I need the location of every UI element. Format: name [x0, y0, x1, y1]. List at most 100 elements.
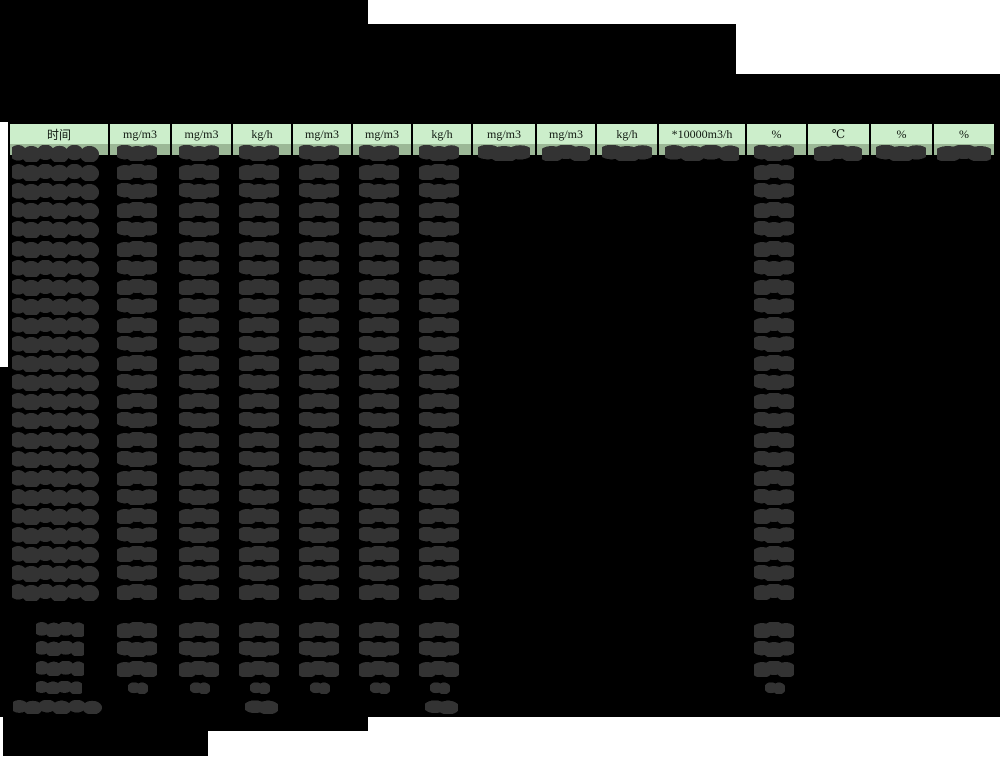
- redacted-cell-value: [753, 507, 794, 524]
- redacted-cell-value: [419, 660, 459, 677]
- redacted-cell-value: [542, 145, 590, 161]
- redacted-cell-value: [299, 202, 339, 219]
- redacted-cell-value: [239, 336, 279, 352]
- redacted-cell-value: [117, 278, 157, 295]
- col-header-unit-7: mg/m3: [473, 124, 537, 144]
- redacted-cell-value: [419, 546, 459, 563]
- col-header-unit-14: %: [934, 124, 994, 144]
- redacted-cell-value: [178, 622, 219, 638]
- redacted-cell-value: [178, 316, 219, 333]
- redacted-cell-value: [753, 240, 794, 257]
- redacted-cell-value: [359, 622, 399, 638]
- redacted-cell-value: [359, 488, 399, 505]
- redacted-timestamp: [12, 450, 100, 468]
- redacted-cell-value: [753, 316, 794, 333]
- redacted-cell-value: [753, 622, 794, 638]
- redacted-cell-value: [419, 221, 459, 238]
- redacted-summary-label: [36, 622, 84, 637]
- redacted-cell-value: [419, 336, 459, 352]
- redacted-cell-value: [117, 221, 157, 238]
- redacted-cell-value: [128, 682, 148, 694]
- redacted-timestamp: [12, 336, 100, 353]
- redacted-cell-value: [239, 259, 279, 276]
- redacted-cell-value: [178, 527, 219, 543]
- redacted-cell-value: [239, 145, 279, 161]
- redacted-cell-value: [937, 145, 991, 161]
- redacted-cell-value: [178, 488, 219, 505]
- redacted-cell-value: [419, 374, 459, 391]
- redacted-cell-value: [239, 240, 279, 257]
- redacted-timestamp: [12, 412, 100, 430]
- redacted-cell-value: [239, 374, 279, 391]
- redacted-cell-value: [239, 183, 279, 200]
- redacted-cell-value: [359, 565, 399, 582]
- redacted-cell-value: [117, 259, 157, 276]
- redacted-cell-value: [359, 164, 399, 181]
- redacted-cell-value: [419, 431, 459, 448]
- redacted-cell-value: [299, 641, 339, 658]
- redacted-cell-value: [419, 622, 459, 638]
- redacted-summary-label: [36, 641, 84, 657]
- redacted-cell-value: [753, 660, 794, 677]
- redacted-cell-value: [239, 622, 279, 638]
- col-header-unit-11: %: [747, 124, 808, 144]
- redacted-cell-value: [117, 565, 157, 582]
- redacted-timestamp: [12, 584, 100, 602]
- redacted-cell-value: [239, 488, 279, 505]
- redacted-timestamp: [12, 164, 100, 182]
- redacted-cell-value: [117, 355, 157, 372]
- redacted-cell-value: [419, 565, 459, 582]
- redacted-cell-value: [753, 412, 794, 429]
- redacted-cell-value: [764, 682, 785, 694]
- redaction-block-bottom-narrow: [3, 731, 208, 756]
- redacted-cell-value: [359, 336, 399, 352]
- redacted-cell-value: [359, 297, 399, 314]
- col-header-unit-1: mg/m3: [110, 124, 172, 144]
- redacted-cell-value: [419, 145, 459, 161]
- redacted-cell-value: [419, 164, 459, 181]
- redacted-cell-value: [419, 202, 459, 219]
- redacted-cell-value: [299, 450, 339, 467]
- redacted-cell-value: [753, 164, 794, 181]
- redacted-cell-value: [419, 412, 459, 429]
- redacted-cell-value: [876, 145, 926, 161]
- redacted-cell-value: [753, 355, 794, 372]
- redacted-cell-value: [753, 278, 794, 295]
- redacted-cell-value: [178, 374, 219, 391]
- redacted-cell-value: [117, 622, 157, 638]
- redacted-cell-value: [753, 297, 794, 314]
- redacted-cell-value: [239, 393, 279, 410]
- redacted-cell-value: [359, 431, 399, 448]
- redacted-cell-value: [753, 259, 794, 276]
- redacted-timestamp: [12, 431, 100, 449]
- redacted-cell-value: [239, 221, 279, 238]
- unit-header-row: 时间 mg/m3 mg/m3 kg/h mg/m3 mg/m3 kg/h mg/…: [10, 124, 994, 144]
- col-header-time: 时间: [10, 124, 110, 144]
- redacted-cell-value: [117, 584, 157, 601]
- redacted-cell-value: [178, 297, 219, 314]
- redacted-cell-value: [299, 488, 339, 505]
- redacted-cell-value: [117, 546, 157, 563]
- redacted-cell-value: [178, 469, 219, 486]
- redaction-block-top-left: [0, 0, 368, 24]
- redacted-cell-value: [359, 183, 399, 200]
- redacted-timestamp: [12, 183, 100, 201]
- redacted-cell-value: [359, 240, 399, 257]
- redacted-cell-value: [753, 145, 794, 161]
- redacted-cell-value: [117, 641, 157, 658]
- redacted-cell-value: [419, 641, 459, 658]
- redacted-cell-value: [430, 682, 450, 694]
- redacted-cell-value: [178, 584, 219, 601]
- redacted-cell-value: [117, 660, 157, 677]
- redacted-cell-value: [117, 145, 157, 161]
- redacted-cell-value: [178, 202, 219, 219]
- redacted-cell-value: [239, 584, 279, 601]
- col-header-unit-4: mg/m3: [293, 124, 353, 144]
- redacted-cell-value: [178, 259, 219, 276]
- redacted-cell-value: [419, 469, 459, 486]
- redacted-cell-value: [117, 393, 157, 410]
- redacted-cell-value: [419, 240, 459, 257]
- redacted-cell-value: [299, 240, 339, 257]
- redacted-cell-value: [753, 469, 794, 486]
